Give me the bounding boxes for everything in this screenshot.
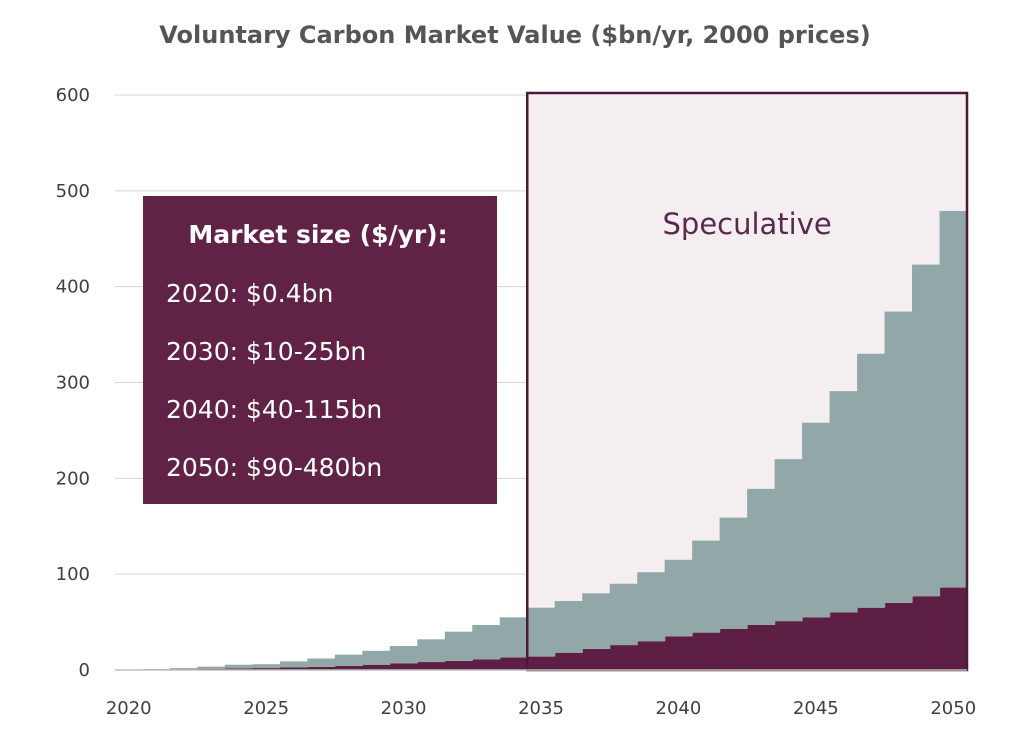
series-1-bar-2028 — [334, 665, 363, 670]
series-2-bar-2043 — [747, 488, 776, 625]
x-tick-labels: 2020 2025 2030 2035 2040 2045 2050 — [106, 698, 976, 719]
series-2-bar-2038 — [609, 583, 638, 646]
series-2-bar-2037 — [582, 593, 611, 649]
y-tick-label-200: 200 — [56, 468, 90, 489]
series-1-bar-2024 — [224, 668, 254, 670]
series-areas — [115, 210, 968, 670]
series-2-bar-2032 — [444, 631, 473, 661]
market-size-line-2040: 2040: $40-115bn — [166, 395, 382, 424]
series-2-bar-2025 — [252, 664, 281, 669]
series-1-bar-2044 — [774, 621, 803, 670]
series-2 — [115, 210, 968, 670]
y-tick-label-400: 400 — [56, 277, 90, 298]
series-1-bar-2047 — [857, 607, 886, 670]
series-1-bar-2038 — [609, 645, 638, 670]
y-tick-label-100: 100 — [56, 564, 90, 585]
series-2-bar-2047 — [857, 353, 886, 608]
series-2-bar-2050 — [939, 210, 968, 588]
series-1-bar-2029 — [362, 664, 391, 670]
series-1-bar-2050 — [939, 587, 968, 670]
chart-title: Voluntary Carbon Market Value ($bn/yr, 2… — [159, 21, 870, 49]
series-1-bar-2041 — [692, 632, 721, 670]
series-2-bar-2049 — [912, 264, 941, 597]
series-2-bar-2028 — [334, 654, 363, 666]
series-2-bar-2039 — [637, 572, 666, 642]
series-1-bar-2037 — [582, 648, 611, 670]
series-1-bar-2046 — [829, 612, 858, 670]
series-1-bar-2026 — [279, 667, 308, 670]
series-2-bar-2040 — [664, 559, 693, 637]
series-2-bar-2036 — [554, 601, 583, 653]
series-1-bar-2032 — [444, 660, 473, 670]
speculative-label: Speculative — [663, 207, 832, 241]
series-1-bar-2025 — [252, 668, 281, 670]
series-2-bar-2046 — [829, 391, 858, 613]
x-tick-label-2040: 2040 — [656, 698, 702, 719]
x-tick-label-2045: 2045 — [793, 698, 839, 719]
series-2-bar-2022 — [169, 668, 199, 670]
series-2-bar-2027 — [307, 658, 336, 667]
series-1-bar-2034 — [499, 657, 528, 670]
y-tick-labels: 0 100 200 300 400 500 600 — [56, 85, 90, 681]
series-1-bar-2039 — [637, 641, 666, 670]
series-1-bar-2033 — [472, 659, 501, 670]
x-tick-label-2050: 2050 — [930, 698, 976, 719]
series-2-bar-2031 — [417, 639, 446, 663]
series-1-bar-2040 — [664, 636, 693, 670]
series-2-bar-2042 — [719, 517, 748, 629]
x-tick-label-2020: 2020 — [106, 698, 152, 719]
series-2-bar-2024 — [224, 664, 254, 669]
series-2-bar-2041 — [692, 540, 721, 633]
series-2-bar-2045 — [802, 422, 831, 618]
series-2-bar-2034 — [499, 617, 528, 658]
series-2-bar-2033 — [472, 624, 501, 660]
x-tick-label-2030: 2030 — [381, 698, 427, 719]
series-1-bar-2027 — [307, 666, 336, 670]
y-tick-label-0: 0 — [79, 660, 90, 681]
market-size-line-2020: 2020: $0.4bn — [166, 279, 333, 308]
series-2-bar-2048 — [884, 311, 913, 603]
market-size-box-bg — [143, 196, 497, 504]
series-1-bar-2031 — [417, 662, 446, 670]
series-1-bar-2035 — [527, 656, 556, 670]
series-1-bar-2048 — [884, 602, 913, 670]
market-size-box: Market size ($/yr): 2020: $0.4bn 2030: $… — [143, 196, 497, 504]
y-tick-label-300: 300 — [56, 373, 90, 394]
x-tick-label-2025: 2025 — [243, 698, 289, 719]
market-size-heading: Market size ($/yr): — [188, 220, 447, 249]
series-2-bar-2035 — [527, 607, 556, 657]
series-1-bar-2036 — [554, 652, 583, 670]
market-size-line-2050: 2050: $90-480bn — [166, 453, 382, 482]
series-1-bar-2042 — [719, 628, 748, 670]
x-tick-label-2035: 2035 — [518, 698, 564, 719]
series-2-bar-2030 — [389, 646, 418, 664]
series-1-bar-2030 — [389, 663, 418, 670]
series-1-bar-2045 — [802, 617, 831, 670]
y-tick-label-600: 600 — [56, 85, 90, 106]
market-size-line-2030: 2030: $10-25bn — [166, 337, 366, 366]
series-2-bar-2023 — [197, 666, 226, 669]
series-1 — [115, 587, 968, 670]
series-1-bar-2049 — [912, 596, 941, 670]
y-tick-label-500: 500 — [56, 181, 90, 202]
series-1-bar-2043 — [747, 624, 776, 670]
series-2-bar-2026 — [279, 661, 308, 668]
series-2-bar-2029 — [362, 650, 391, 665]
series-2-bar-2044 — [774, 459, 803, 622]
